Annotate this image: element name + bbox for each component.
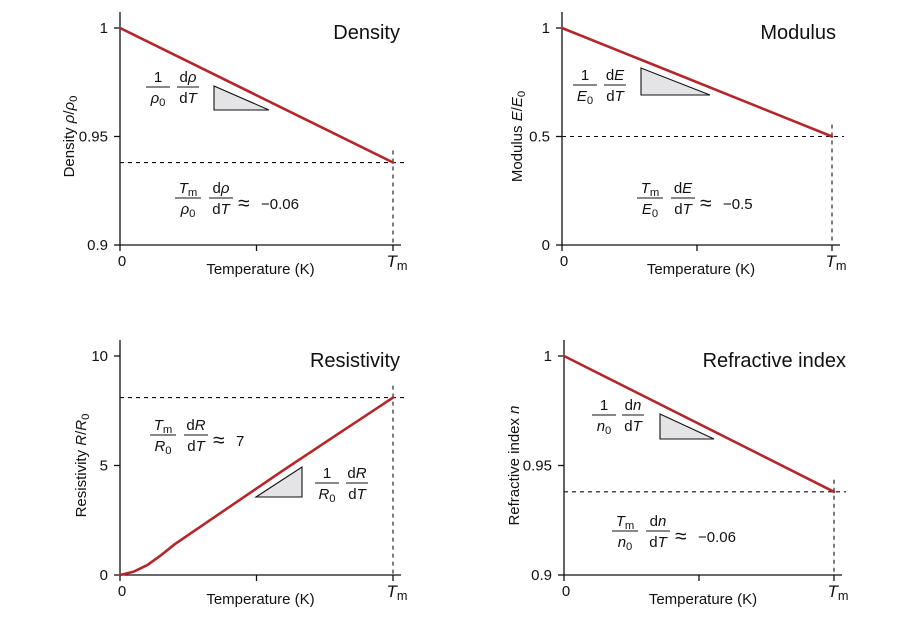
annotation-value: 7 <box>236 433 244 450</box>
approx-symbol: ≈ <box>675 525 687 548</box>
slope-triangle <box>254 465 303 498</box>
series-line <box>562 354 836 494</box>
slope-fraction-denominator: R0 <box>318 486 335 505</box>
slope-derivative-denominator: dT <box>179 90 198 107</box>
slope-derivative-numerator: dn <box>625 397 642 414</box>
annotation-fraction-denominator: E0 <box>642 201 658 220</box>
chart-panel-4: 0.9 0.95 1 0 Tm Temperature (K) Refractive ind… <box>506 340 849 608</box>
y-tick-label: 5 <box>100 458 108 475</box>
y-tick-label: 0.9 <box>531 567 552 584</box>
y-tick-label: 0.95 <box>523 458 552 475</box>
series-line <box>118 396 395 577</box>
annotation-value: −0.06 <box>261 196 299 213</box>
chart-title: Resistivity <box>310 350 400 372</box>
annotation-value: −0.5 <box>723 196 753 213</box>
x-axis-label: Temperature (K) <box>206 591 314 608</box>
annotation-fraction-denominator: R0 <box>154 438 171 457</box>
slope-derivative-denominator: dT <box>348 486 367 503</box>
x-tick-label: Tm <box>825 252 846 273</box>
y-axis-label: Density ρ/ρ0 <box>61 96 80 178</box>
annotation-fraction-numerator: Tm <box>179 180 198 199</box>
slope-derivative-numerator: dR <box>347 465 366 482</box>
slope-fraction-numerator: 1 <box>600 397 608 414</box>
x-tick-label: 0 <box>118 583 126 600</box>
y-axis-label: Modulus E/E0 <box>509 91 528 182</box>
slope-fraction-numerator: 1 <box>154 69 162 86</box>
slope-fraction-numerator: 1 <box>581 67 589 84</box>
annotation-fraction-numerator: Tm <box>154 417 173 436</box>
y-tick-label: 1 <box>544 348 552 365</box>
annotation-derivative-numerator: dR <box>186 417 205 434</box>
y-tick-label: 0.5 <box>529 129 550 146</box>
y-axis-label: Refractive index n <box>506 405 523 525</box>
x-tick-label: Tm <box>386 252 407 273</box>
annotation-derivative-denominator: dT <box>187 438 206 455</box>
slope-derivative-denominator: dT <box>624 418 643 435</box>
chart-title: Modulus <box>760 22 836 44</box>
annotation-fraction-numerator: Tm <box>641 180 660 199</box>
slope-derivative-denominator: dT <box>606 88 625 105</box>
chart-panel-3: 0 5 10 0 Tm Temperature (K) Resistivity R/R0 Re… <box>73 340 408 608</box>
slope-fraction-denominator: n0 <box>597 418 612 437</box>
chart-title: Density <box>333 22 400 44</box>
chart-panel-2: 0 0.5 1 0 Tm Temperature (K) Modulus E/E0 Modul… <box>509 12 847 278</box>
chart-panel-1: 0.9 0.95 1 0 Tm Temperature (K) Density ρ/ρ0 De… <box>61 12 408 278</box>
x-tick-label: 0 <box>562 583 570 600</box>
slope-derivative-numerator: dρ <box>180 69 197 86</box>
y-tick-label: 10 <box>91 348 108 365</box>
chart-title: Refractive index <box>703 350 846 372</box>
slope-triangle <box>640 67 711 96</box>
y-tick-label: 1 <box>100 20 108 37</box>
y-tick-label: 1 <box>542 20 550 37</box>
slope-triangle <box>213 85 270 111</box>
annotation-derivative-denominator: dT <box>212 201 231 218</box>
x-axis-label: Temperature (K) <box>647 261 755 278</box>
annotation-derivative-numerator: dE <box>674 180 693 197</box>
x-tick-label: Tm <box>386 582 407 603</box>
slope-fraction-denominator: ρ0 <box>150 90 166 109</box>
slope-fraction-denominator: E0 <box>577 88 593 107</box>
y-tick-label: 0.95 <box>79 129 108 146</box>
annotation-fraction-denominator: n0 <box>618 534 633 553</box>
y-axis-label: Resistivity R/R0 <box>73 414 92 518</box>
y-tick-label: 0 <box>542 237 550 254</box>
x-tick-label: 0 <box>118 253 126 270</box>
approx-symbol: ≈ <box>700 192 712 215</box>
annotation-value: −0.06 <box>698 529 736 546</box>
slope-triangle <box>659 413 715 440</box>
series-line <box>118 26 395 164</box>
slope-derivative-numerator: dE <box>606 67 625 84</box>
x-tick-label: Tm <box>827 582 848 603</box>
annotation-derivative-numerator: dn <box>650 513 667 530</box>
annotation-derivative-numerator: dρ <box>213 180 230 197</box>
annotation-fraction-numerator: Tm <box>616 513 635 532</box>
series-line <box>560 26 834 138</box>
annotation-derivative-denominator: dT <box>649 534 668 551</box>
x-tick-label: 0 <box>560 253 568 270</box>
x-axis-label: Temperature (K) <box>649 591 757 608</box>
y-tick-label: 0 <box>100 567 108 584</box>
annotation-fraction-denominator: ρ0 <box>180 201 196 220</box>
approx-symbol: ≈ <box>213 429 225 452</box>
annotation-derivative-denominator: dT <box>674 201 693 218</box>
y-tick-label: 0.9 <box>87 237 108 254</box>
approx-symbol: ≈ <box>238 192 250 215</box>
x-axis-label: Temperature (K) <box>206 261 314 278</box>
slope-fraction-numerator: 1 <box>323 465 331 482</box>
